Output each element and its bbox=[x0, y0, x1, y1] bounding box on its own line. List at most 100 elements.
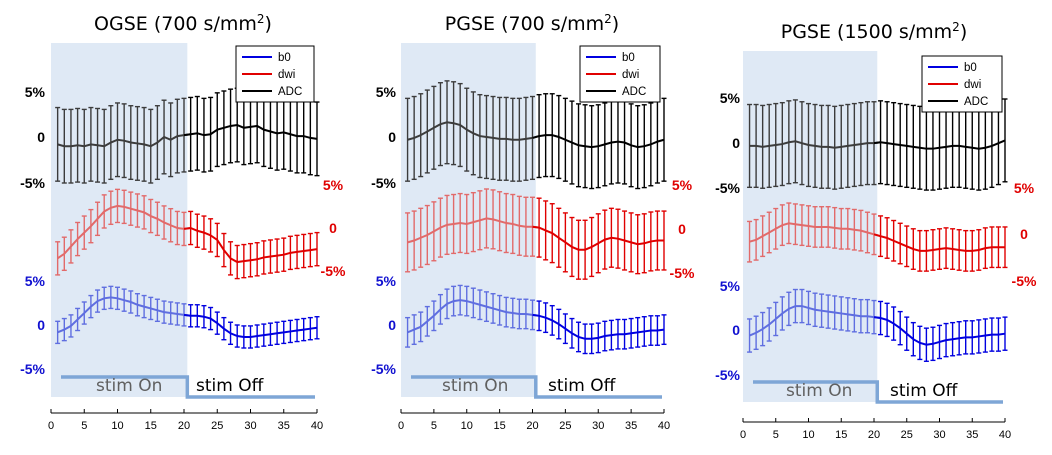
x-tick-label: 25 bbox=[901, 429, 913, 441]
x-tick-label: 15 bbox=[145, 420, 157, 432]
x-tick-label: 30 bbox=[592, 420, 604, 432]
b0-axis-label: 0 bbox=[732, 322, 740, 338]
series-line-off bbox=[532, 134, 665, 149]
series-line-off bbox=[873, 316, 1006, 346]
legend-label-dwi: dwi bbox=[622, 69, 639, 81]
series-dwi bbox=[405, 188, 667, 280]
b0-axis-label: -5% bbox=[371, 361, 396, 377]
legend-label-dwi: dwi bbox=[964, 79, 981, 91]
series-line-off bbox=[183, 226, 318, 264]
chart-panel-1: OGSE (700 s/mm2) 0 5 10 15 20 25 30 35 40 5% 0 -5% 5%… bbox=[20, 12, 346, 432]
x-tick-label: 15 bbox=[835, 429, 847, 441]
stim-on-label: stim On bbox=[442, 376, 508, 396]
chart-title: OGSE (700 s/mm2) bbox=[94, 12, 272, 35]
dwi-axis-label: 0 bbox=[1020, 226, 1028, 242]
series-adc bbox=[405, 80, 667, 190]
dwi-axis-label: 5% bbox=[323, 177, 344, 193]
legend-label-b0: b0 bbox=[964, 62, 977, 74]
series-line-on bbox=[57, 133, 191, 148]
adc-axis-label: 0 bbox=[732, 135, 740, 151]
series-line-on bbox=[407, 121, 540, 141]
stimulus-trace bbox=[61, 375, 315, 399]
series-b0 bbox=[405, 284, 667, 355]
x-tick-label: 30 bbox=[933, 429, 945, 441]
x-tick-label: 40 bbox=[311, 420, 323, 432]
dwi-axis-label: 0 bbox=[329, 220, 337, 236]
legend-label-adc: ADC bbox=[278, 86, 302, 98]
x-tick-label: 30 bbox=[244, 420, 256, 432]
series-b0 bbox=[747, 288, 1008, 362]
dwi-axis-label: 5% bbox=[1014, 180, 1035, 196]
series-line-off bbox=[532, 225, 664, 251]
series-line-off bbox=[532, 313, 665, 340]
b0-axis-label: 0 bbox=[37, 317, 45, 333]
stim-off-label: stim Off bbox=[196, 376, 265, 396]
series-line-on bbox=[749, 222, 881, 243]
x-tick-label: 10 bbox=[461, 420, 473, 432]
stimulus-bar: stim On stim Off bbox=[411, 375, 662, 399]
series-line-on bbox=[407, 299, 540, 334]
x-tick-label: 5 bbox=[773, 429, 779, 441]
series-line-off bbox=[873, 139, 1006, 150]
error-bar bbox=[405, 97, 411, 182]
b0-axis-label: 5% bbox=[376, 273, 397, 289]
dwi-axis-label: -5% bbox=[321, 263, 346, 279]
series-line-on bbox=[749, 305, 881, 337]
x-tick-label: 25 bbox=[211, 420, 223, 432]
series-line-on bbox=[407, 217, 540, 244]
x-tick-label: 20 bbox=[526, 420, 538, 432]
x-tick-label: 10 bbox=[802, 429, 814, 441]
adc-axis-label: 5% bbox=[25, 84, 46, 100]
series-line-on bbox=[749, 140, 881, 149]
chart-panel-2: PGSE (700 s/mm2) 0 5 10 15 20 25 30 35 40 5% 0 -5% 5%… bbox=[371, 12, 695, 432]
adc-axis-label: 5% bbox=[376, 84, 397, 100]
legend: b0 dwi ADC bbox=[921, 55, 1003, 113]
stimulus-trace bbox=[753, 380, 1003, 404]
dwi-axis-label: 0 bbox=[678, 221, 686, 237]
x-tick-label: 15 bbox=[494, 420, 506, 432]
series-line-on bbox=[57, 204, 191, 260]
stimulus-bar: stim On stim Off bbox=[61, 375, 315, 399]
x-tick-label: 20 bbox=[178, 420, 190, 432]
series-line-on bbox=[57, 296, 191, 334]
legend-label-adc: ADC bbox=[622, 86, 646, 98]
x-tick-label: 40 bbox=[658, 420, 670, 432]
x-tick-label: 5 bbox=[431, 420, 437, 432]
x-tick-label: 35 bbox=[625, 420, 637, 432]
x-tick-label: 0 bbox=[398, 420, 404, 432]
x-tick-label: 25 bbox=[559, 420, 571, 432]
series-b0 bbox=[55, 285, 320, 349]
legend-label-dwi: dwi bbox=[278, 69, 295, 81]
x-tick-label: 20 bbox=[868, 429, 880, 441]
stim-off-label: stim Off bbox=[548, 376, 617, 396]
chart-title: PGSE (700 s/mm2) bbox=[445, 12, 619, 35]
adc-axis-label: 0 bbox=[388, 129, 396, 145]
b0-axis-label: 0 bbox=[388, 317, 396, 333]
legend-label-b0: b0 bbox=[622, 52, 635, 64]
x-tick-label: 35 bbox=[966, 429, 978, 441]
dwi-axis-label: -5% bbox=[670, 265, 695, 281]
adc-axis-label: -5% bbox=[20, 175, 45, 191]
legend-label-b0: b0 bbox=[278, 52, 291, 64]
b0-axis-label: 5% bbox=[720, 278, 741, 294]
dwi-axis-label: -5% bbox=[1012, 273, 1037, 289]
b0-axis-label: -5% bbox=[20, 361, 45, 377]
b0-axis-label: 5% bbox=[25, 273, 46, 289]
series-line-off bbox=[183, 313, 318, 338]
b0-axis-label: -5% bbox=[715, 367, 740, 383]
stimulus-bar: stim On stim Off bbox=[753, 380, 1003, 404]
legend-label-adc: ADC bbox=[964, 96, 988, 108]
stimulus-trace bbox=[411, 375, 662, 399]
series-adc bbox=[55, 87, 320, 184]
stim-on-shading bbox=[51, 43, 188, 397]
x-tick-label: 10 bbox=[111, 420, 123, 432]
x-tick-label: 35 bbox=[278, 420, 290, 432]
series-line-off bbox=[183, 124, 318, 140]
adc-axis-label: 0 bbox=[37, 129, 45, 145]
series-dwi bbox=[747, 202, 1008, 272]
legend: b0 dwi ADC bbox=[579, 45, 661, 103]
x-tick-label: 5 bbox=[81, 420, 87, 432]
series-adc bbox=[747, 98, 1008, 191]
dwi-axis-label: 5% bbox=[672, 177, 693, 193]
